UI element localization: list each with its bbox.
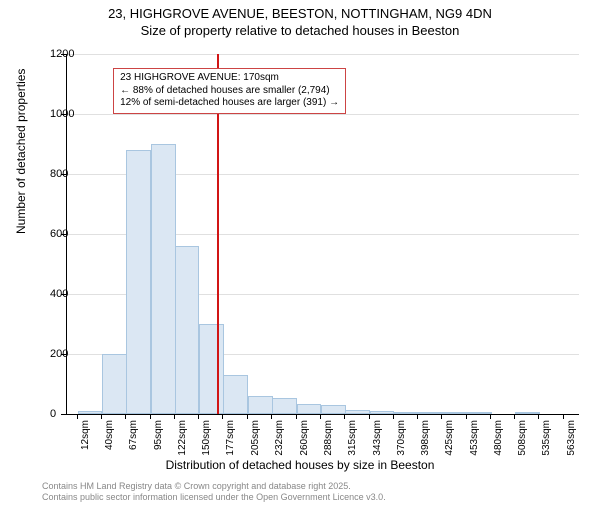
ytick-label: 400 bbox=[50, 288, 58, 300]
xtick-label: 150sqm bbox=[201, 420, 212, 456]
xtick-label: 343sqm bbox=[372, 420, 383, 456]
xtick-label: 398sqm bbox=[420, 420, 431, 456]
xtick-mark bbox=[101, 414, 102, 419]
xtick-label: 122sqm bbox=[177, 420, 188, 456]
xtick-label: 480sqm bbox=[493, 420, 504, 456]
xtick-mark bbox=[563, 414, 564, 419]
chart-title-line2: Size of property relative to detached ho… bbox=[0, 23, 600, 38]
xtick-label: 260sqm bbox=[299, 420, 310, 456]
xtick-label: 370sqm bbox=[396, 420, 407, 456]
xtick-mark bbox=[271, 414, 272, 419]
histogram-bar bbox=[126, 150, 151, 414]
xtick-label: 95sqm bbox=[153, 420, 164, 450]
plot-area: 23 HIGHGROVE AVENUE: 170sqm ← 88% of det… bbox=[66, 54, 579, 415]
annotation-line1: 23 HIGHGROVE AVENUE: 170sqm bbox=[120, 72, 339, 85]
xtick-mark bbox=[538, 414, 539, 419]
histogram-bar bbox=[175, 246, 200, 414]
xtick-mark bbox=[514, 414, 515, 419]
histogram-bar bbox=[297, 404, 322, 415]
annotation-box: 23 HIGHGROVE AVENUE: 170sqm ← 88% of det… bbox=[113, 68, 346, 114]
histogram-bar bbox=[321, 405, 346, 414]
histogram-bar bbox=[102, 354, 127, 414]
xtick-mark bbox=[247, 414, 248, 419]
xtick-mark bbox=[174, 414, 175, 419]
xtick-mark bbox=[344, 414, 345, 419]
ytick-label: 200 bbox=[50, 348, 58, 360]
xtick-mark bbox=[369, 414, 370, 419]
xtick-label: 425sqm bbox=[444, 420, 455, 456]
chart-title-line1: 23, HIGHGROVE AVENUE, BEESTON, NOTTINGHA… bbox=[0, 6, 600, 21]
y-axis-label: Number of detached properties bbox=[14, 69, 28, 234]
xtick-mark bbox=[393, 414, 394, 419]
xtick-mark bbox=[466, 414, 467, 419]
histogram-bar bbox=[248, 396, 273, 414]
ytick-label: 1200 bbox=[50, 48, 58, 60]
x-axis-label: Distribution of detached houses by size … bbox=[0, 458, 600, 472]
ytick-label: 600 bbox=[50, 228, 58, 240]
annotation-line2: ← 88% of detached houses are smaller (2,… bbox=[120, 85, 339, 98]
histogram-bar bbox=[199, 324, 224, 414]
xtick-mark bbox=[222, 414, 223, 419]
histogram-bar bbox=[223, 375, 248, 414]
xtick-mark bbox=[490, 414, 491, 419]
xtick-label: 508sqm bbox=[517, 420, 528, 456]
chart-area: 23 HIGHGROVE AVENUE: 170sqm ← 88% of det… bbox=[66, 54, 578, 414]
xtick-label: 67sqm bbox=[128, 420, 139, 450]
footer-line2: Contains public sector information licen… bbox=[42, 492, 386, 503]
xtick-mark bbox=[150, 414, 151, 419]
xtick-label: 232sqm bbox=[274, 420, 285, 456]
xtick-mark bbox=[125, 414, 126, 419]
xtick-mark bbox=[198, 414, 199, 419]
xtick-label: 205sqm bbox=[250, 420, 261, 456]
ytick-label: 800 bbox=[50, 168, 58, 180]
xtick-label: 453sqm bbox=[469, 420, 480, 456]
histogram-bar bbox=[151, 144, 176, 414]
xtick-mark bbox=[441, 414, 442, 419]
annotation-line3: 12% of semi-detached houses are larger (… bbox=[120, 97, 339, 110]
xtick-label: 12sqm bbox=[80, 420, 91, 450]
ytick-label: 1000 bbox=[50, 108, 58, 120]
xtick-label: 177sqm bbox=[225, 420, 236, 456]
xtick-mark bbox=[320, 414, 321, 419]
xtick-label: 315sqm bbox=[347, 420, 358, 456]
xtick-label: 288sqm bbox=[323, 420, 334, 456]
footer-line1: Contains HM Land Registry data © Crown c… bbox=[42, 481, 386, 492]
xtick-mark bbox=[77, 414, 78, 419]
histogram-bar bbox=[272, 398, 297, 415]
ytick-label: 0 bbox=[50, 408, 58, 420]
xtick-label: 563sqm bbox=[566, 420, 577, 456]
xtick-mark bbox=[296, 414, 297, 419]
xtick-mark bbox=[417, 414, 418, 419]
xtick-label: 535sqm bbox=[541, 420, 552, 456]
xtick-label: 40sqm bbox=[104, 420, 115, 450]
